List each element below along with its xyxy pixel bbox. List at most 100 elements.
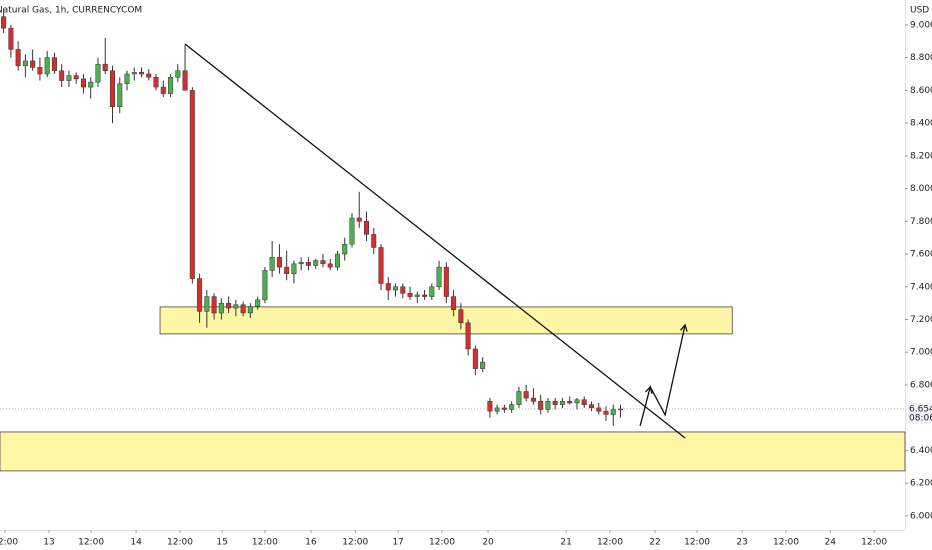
x-tick-label: 12:00 [342, 538, 368, 548]
candle-body [480, 361, 486, 369]
candle-body [356, 217, 362, 222]
candle-body [204, 296, 210, 312]
candle-body [30, 60, 36, 68]
trend-line [184, 43, 686, 439]
y-tick-label: 7.400 [910, 282, 932, 292]
candle-body [298, 261, 304, 265]
candle-body [37, 67, 43, 75]
candle-body [487, 401, 493, 412]
candle-body [305, 261, 311, 266]
candle-body [516, 391, 522, 405]
candle-body [8, 27, 14, 50]
candle-body [255, 299, 261, 307]
x-tick-label: 12:00 [429, 538, 455, 548]
candle-body [44, 57, 50, 75]
x-tick-label: 15 [216, 538, 227, 548]
candle-body [349, 217, 355, 245]
candle-body [175, 70, 181, 78]
candle-body [429, 286, 435, 297]
candle-body [66, 75, 72, 81]
x-tick-label: 23 [736, 538, 747, 548]
candle-body [559, 401, 565, 405]
candle-body [407, 293, 413, 297]
candle-body [22, 60, 28, 67]
candle-body [80, 78, 86, 88]
candle-body [588, 404, 594, 409]
x-tick-label: 13 [43, 538, 54, 548]
candle-body [603, 410, 609, 415]
candle-body [414, 294, 420, 297]
x-tick-label: 12:00 [252, 538, 278, 548]
candle-body [102, 63, 108, 71]
x-tick-label: 12:00 [0, 538, 18, 548]
candle-body [218, 302, 224, 314]
candle-body [596, 407, 602, 412]
candle-body [363, 221, 369, 235]
y-tick-label: 8.600 [910, 86, 932, 96]
candle-body [197, 278, 203, 312]
candle-body [51, 57, 57, 71]
y-tick-label: 6.000 [910, 511, 932, 521]
candle-body [451, 296, 457, 310]
x-tick-label: 12:00 [773, 538, 799, 548]
candle-body [523, 391, 529, 399]
candle-body [509, 404, 515, 410]
candle-body [59, 70, 65, 81]
candle-body [530, 397, 536, 402]
x-tick-label: 12:00 [684, 538, 710, 548]
candle-body [211, 296, 217, 314]
x-tick-label: 21 [560, 538, 571, 548]
candle-body [276, 257, 282, 268]
candle-body [153, 77, 159, 88]
y-tick-label: 6.400 [910, 446, 932, 456]
candle-body [226, 302, 232, 309]
projection-arrow [639, 324, 686, 427]
y-tick-label: 8.800 [910, 53, 932, 63]
y-tick-label: 9.000 [910, 20, 932, 30]
candle-body [146, 73, 152, 78]
candle-body [327, 263, 333, 268]
candle-body [334, 253, 340, 268]
candle-body [182, 70, 188, 91]
candle-body [262, 270, 268, 301]
candle-body [443, 266, 449, 297]
currency-label: USD [910, 6, 929, 16]
x-tick-label: 20 [482, 538, 494, 548]
y-tick-label: 7.000 [910, 348, 932, 358]
candle-body [393, 286, 399, 291]
candle-body [284, 266, 290, 274]
candle-body [385, 283, 391, 291]
y-tick-label: 8.400 [910, 119, 932, 129]
candle-body [378, 247, 384, 284]
candle-body [436, 266, 442, 288]
y-tick-label: 7.800 [910, 217, 932, 227]
candle-body [15, 49, 21, 67]
candle-body [291, 263, 297, 274]
x-tick-label: 12:00 [861, 538, 887, 548]
candle-body [458, 309, 464, 324]
last-price-box [906, 402, 932, 424]
y-tick-label: 6.200 [910, 479, 932, 489]
candle-body [574, 399, 580, 404]
candle-body [422, 294, 428, 297]
x-tick-label: 24 [825, 538, 837, 548]
y-tick-label: 6.800 [910, 380, 932, 390]
x-tick-label: 22 [649, 538, 660, 548]
countdown-label: 08:06 [909, 413, 932, 423]
candle-body [124, 73, 130, 85]
candle-body [552, 401, 558, 405]
candle-body [247, 306, 253, 314]
arrow-head [644, 385, 653, 394]
chart-title: Natural Gas, 1h, CURRENCYCOM [0, 6, 142, 16]
candle-body [320, 260, 326, 265]
candle-body [494, 407, 500, 412]
x-tick-label: 12:00 [167, 538, 193, 548]
last-price-label: 6.654 [909, 404, 932, 414]
zone [159, 306, 733, 335]
candle-body [371, 234, 377, 248]
candle-body [168, 77, 174, 94]
candle-body [117, 83, 123, 107]
y-tick-label: 8.000 [910, 184, 932, 194]
candle-body [567, 401, 573, 404]
